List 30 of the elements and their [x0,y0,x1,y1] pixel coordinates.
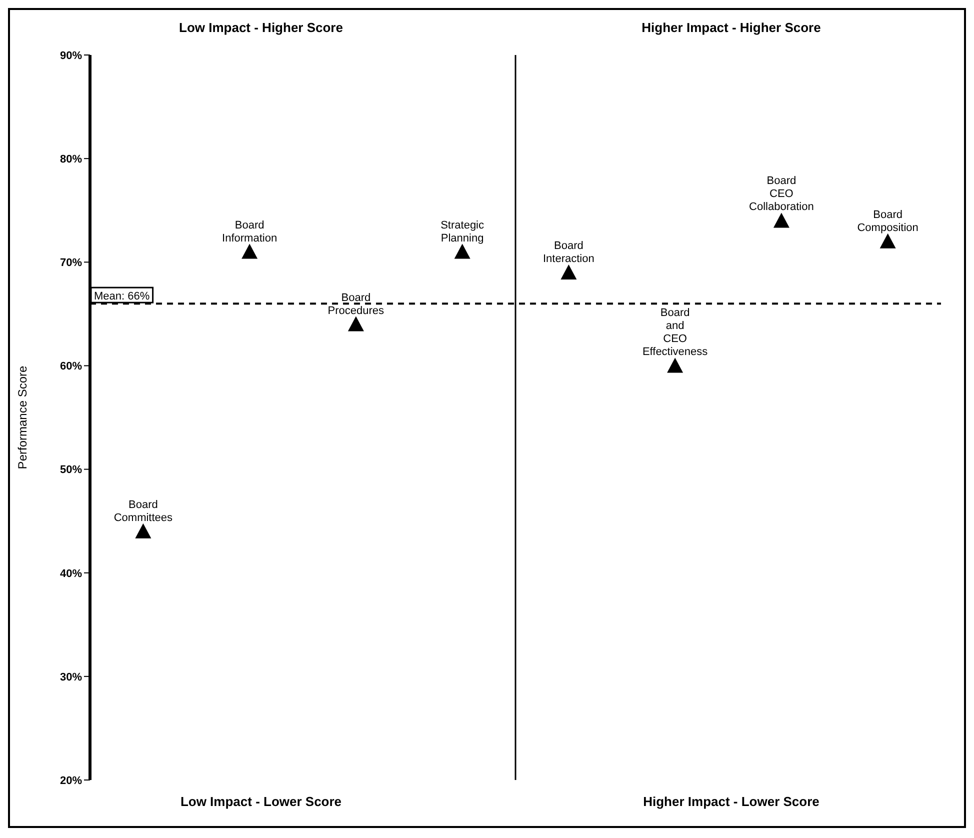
text: Low Impact - Lower Score [179,794,343,809]
series-label: Board Procedures [328,292,385,317]
series-label: Board Composition [857,208,918,234]
y-tick-label: 30% [60,671,82,684]
point [135,523,152,538]
y-tick-label: 20% [60,774,82,787]
y-tick-label: 80% [60,153,82,166]
point [454,244,470,259]
point [880,233,896,248]
series-label: Board Interaction [543,240,594,265]
series-label: Board CEO Collaboration [749,175,814,214]
series-label: Board Information [222,219,278,244]
y-tick-label: 40% [60,568,82,580]
text: Higher Impact - Higher Score [640,20,822,35]
series-label: Strategic Planning [440,219,485,244]
ref-line-label: Mean: 66% [94,290,150,303]
text: Low Impact - Higher Score [178,20,344,35]
text: Higher Impact - Lower Score [642,794,820,809]
y-tick-label: 60% [60,360,82,373]
point [773,212,790,228]
y-tick-label: 90% [60,50,82,62]
text: Board and CEO Effectiveness [642,307,708,358]
series-label: Board Committees [114,498,174,524]
point [560,264,577,280]
point [242,244,258,259]
y-tick-label: 50% [60,464,82,476]
y-tick-label: 70% [60,257,82,270]
point [348,316,364,332]
y-axis-title: Performance Score [15,365,30,470]
point [667,358,684,373]
